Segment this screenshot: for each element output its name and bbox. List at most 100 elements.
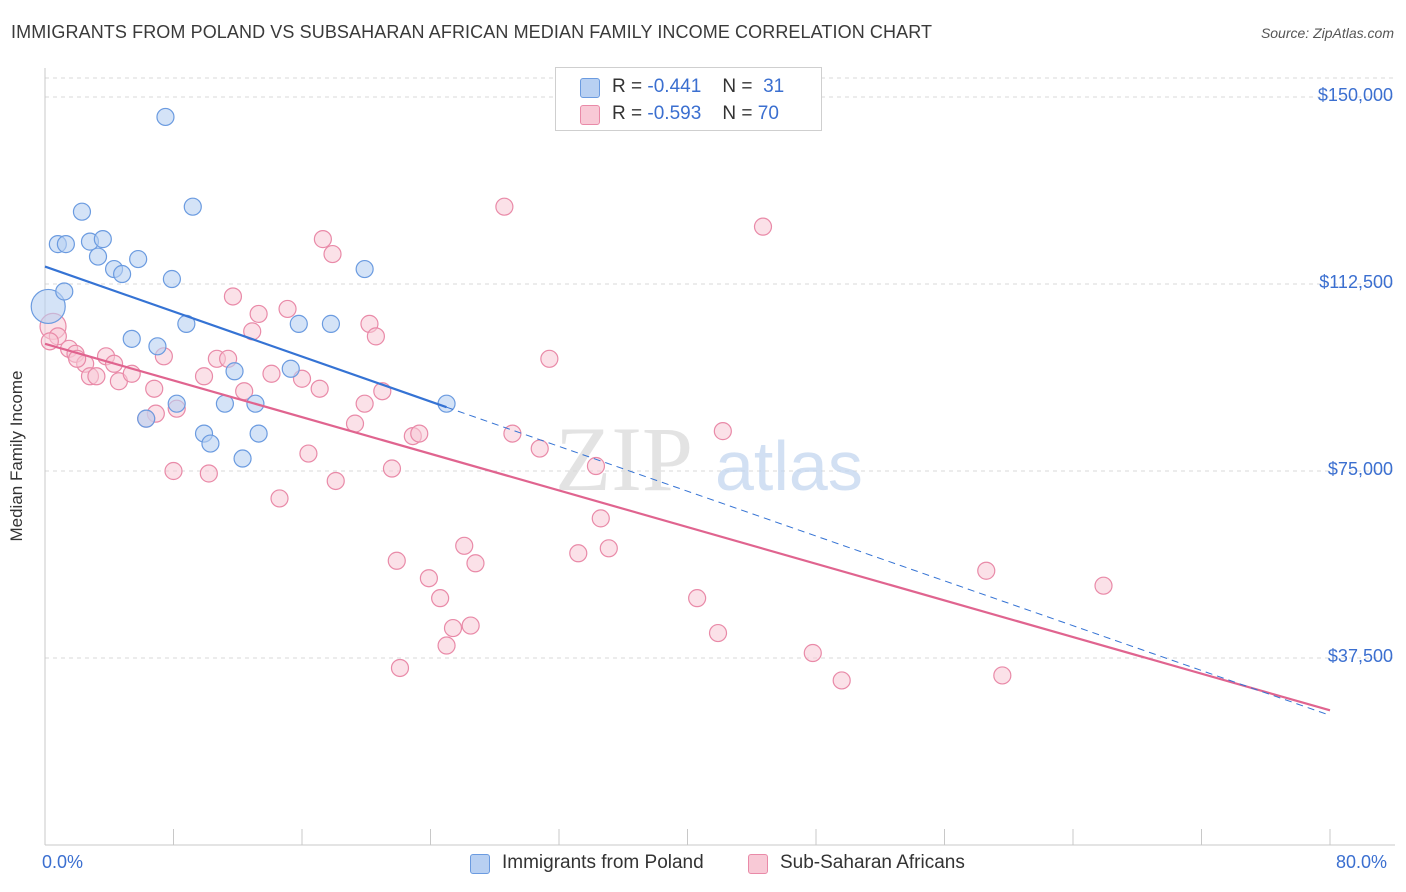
poland-point: [156, 107, 175, 127]
ssa-point: [310, 379, 329, 398]
ssa-point: [591, 509, 610, 528]
legend-swatch-poland: [580, 78, 600, 98]
ssa-point: [431, 589, 450, 608]
y-tick-label-0: $37,500: [1327, 646, 1393, 666]
poland-point: [88, 247, 108, 266]
poland-point: [55, 282, 74, 301]
poland-point: [162, 269, 181, 289]
legend-n-label: N =: [722, 76, 753, 97]
poland-point: [122, 329, 141, 348]
ssa-point: [1094, 576, 1113, 595]
x-tick-label-min: 0.0%: [42, 852, 84, 872]
ssa-point: [326, 471, 345, 491]
poland-point: [137, 409, 156, 428]
ssa-point: [455, 536, 474, 555]
legend-swatch-ssa: [748, 854, 768, 874]
ssa-point: [419, 569, 438, 588]
poland-point: [183, 197, 202, 216]
poland-point: [129, 249, 148, 269]
ssa-point: [832, 671, 851, 690]
watermark-zip: ZIP: [555, 408, 693, 510]
ssa-trend-line: [44, 342, 1331, 712]
ssa-point: [993, 666, 1012, 685]
ssa-point: [708, 623, 728, 643]
poland-trend-line: [44, 265, 447, 409]
ssa-point: [466, 554, 485, 573]
poland-point: [201, 434, 220, 453]
x-tick-label-max: 80.0%: [1336, 852, 1388, 872]
grid-layer: [45, 77, 1395, 659]
ssa-point: [586, 456, 606, 476]
poland-point: [289, 314, 308, 333]
ssa-point: [437, 636, 456, 655]
ssa-point: [323, 244, 342, 264]
trend-lines: [44, 265, 1331, 716]
ssa-point: [366, 327, 385, 346]
ssa-point: [387, 551, 406, 570]
poland-point: [233, 449, 252, 468]
series-poland-points: [30, 107, 456, 468]
series-legend: Immigrants from Poland Sub-Saharan Afric…: [0, 852, 1406, 876]
source-credit: Source: ZipAtlas.com: [1260, 25, 1394, 41]
legend-r-value-poland: -0.441: [647, 76, 702, 97]
watermark: ZIP atlas: [555, 408, 863, 510]
legend-r-label: R =: [612, 76, 643, 97]
ssa-point: [382, 459, 402, 478]
ssa-point: [713, 422, 732, 441]
ssa-point: [495, 197, 514, 216]
axis-layer: [44, 68, 1395, 846]
ssa-point: [977, 561, 996, 580]
poland-point: [249, 424, 268, 443]
poland-point: [167, 394, 186, 413]
ssa-point: [569, 544, 588, 563]
watermark-atlas: atlas: [715, 427, 863, 505]
ssa-point: [194, 367, 214, 386]
ssa-point: [313, 230, 332, 249]
ssa-point: [355, 394, 374, 413]
poland-point: [355, 259, 374, 279]
ssa-point: [688, 589, 707, 608]
y-axis-label: Median Family Income: [7, 370, 26, 542]
poland-point: [148, 337, 167, 356]
legend-label-poland: Immigrants from Poland: [502, 852, 704, 873]
legend-label-ssa: Sub-Saharan Africans: [780, 852, 965, 873]
ssa-point: [249, 304, 268, 324]
ssa-point: [145, 379, 164, 398]
poland-point: [93, 230, 112, 249]
y-tick-label-1: $75,000: [1327, 459, 1393, 479]
poland-point: [321, 314, 341, 333]
ssa-point: [87, 367, 106, 386]
legend-n-value-ssa: 70: [757, 103, 779, 124]
ssa-point: [443, 618, 463, 638]
ssa-point: [803, 643, 822, 663]
poland-point: [72, 202, 92, 221]
ssa-point: [262, 364, 281, 383]
poland-point: [30, 288, 66, 325]
poland-point: [281, 359, 300, 378]
ssa-point: [278, 299, 297, 319]
legend-r-value-ssa: -0.593: [647, 103, 702, 124]
y-tick-label-2: $112,500: [1319, 272, 1393, 292]
poland-point: [112, 264, 132, 284]
chart-title: IMMIGRANTS FROM POLAND VS SUBSAHARAN AFR…: [11, 22, 933, 42]
ssa-point: [164, 461, 183, 481]
legend-n-label: N =: [722, 103, 753, 124]
ssa-point: [223, 287, 243, 306]
ssa-point: [199, 464, 218, 483]
ssa-point: [540, 349, 559, 368]
poland-point: [56, 235, 75, 254]
ssa-point: [390, 658, 410, 678]
ssa-point: [410, 424, 429, 443]
series-ssa-points: [39, 197, 1113, 690]
ssa-point: [599, 539, 618, 558]
poland-point: [225, 362, 244, 381]
legend-r-label: R =: [612, 103, 643, 124]
ssa-point: [753, 217, 773, 236]
legend-swatch-poland: [470, 854, 490, 874]
correlation-legend: R = -0.441 N = 31 R = -0.593 N = 70: [555, 67, 822, 131]
legend-n-value-poland: 31: [763, 76, 785, 97]
ssa-point: [299, 444, 318, 463]
y-tick-label-3: $150,000: [1317, 85, 1393, 105]
legend-swatch-ssa: [580, 105, 600, 125]
